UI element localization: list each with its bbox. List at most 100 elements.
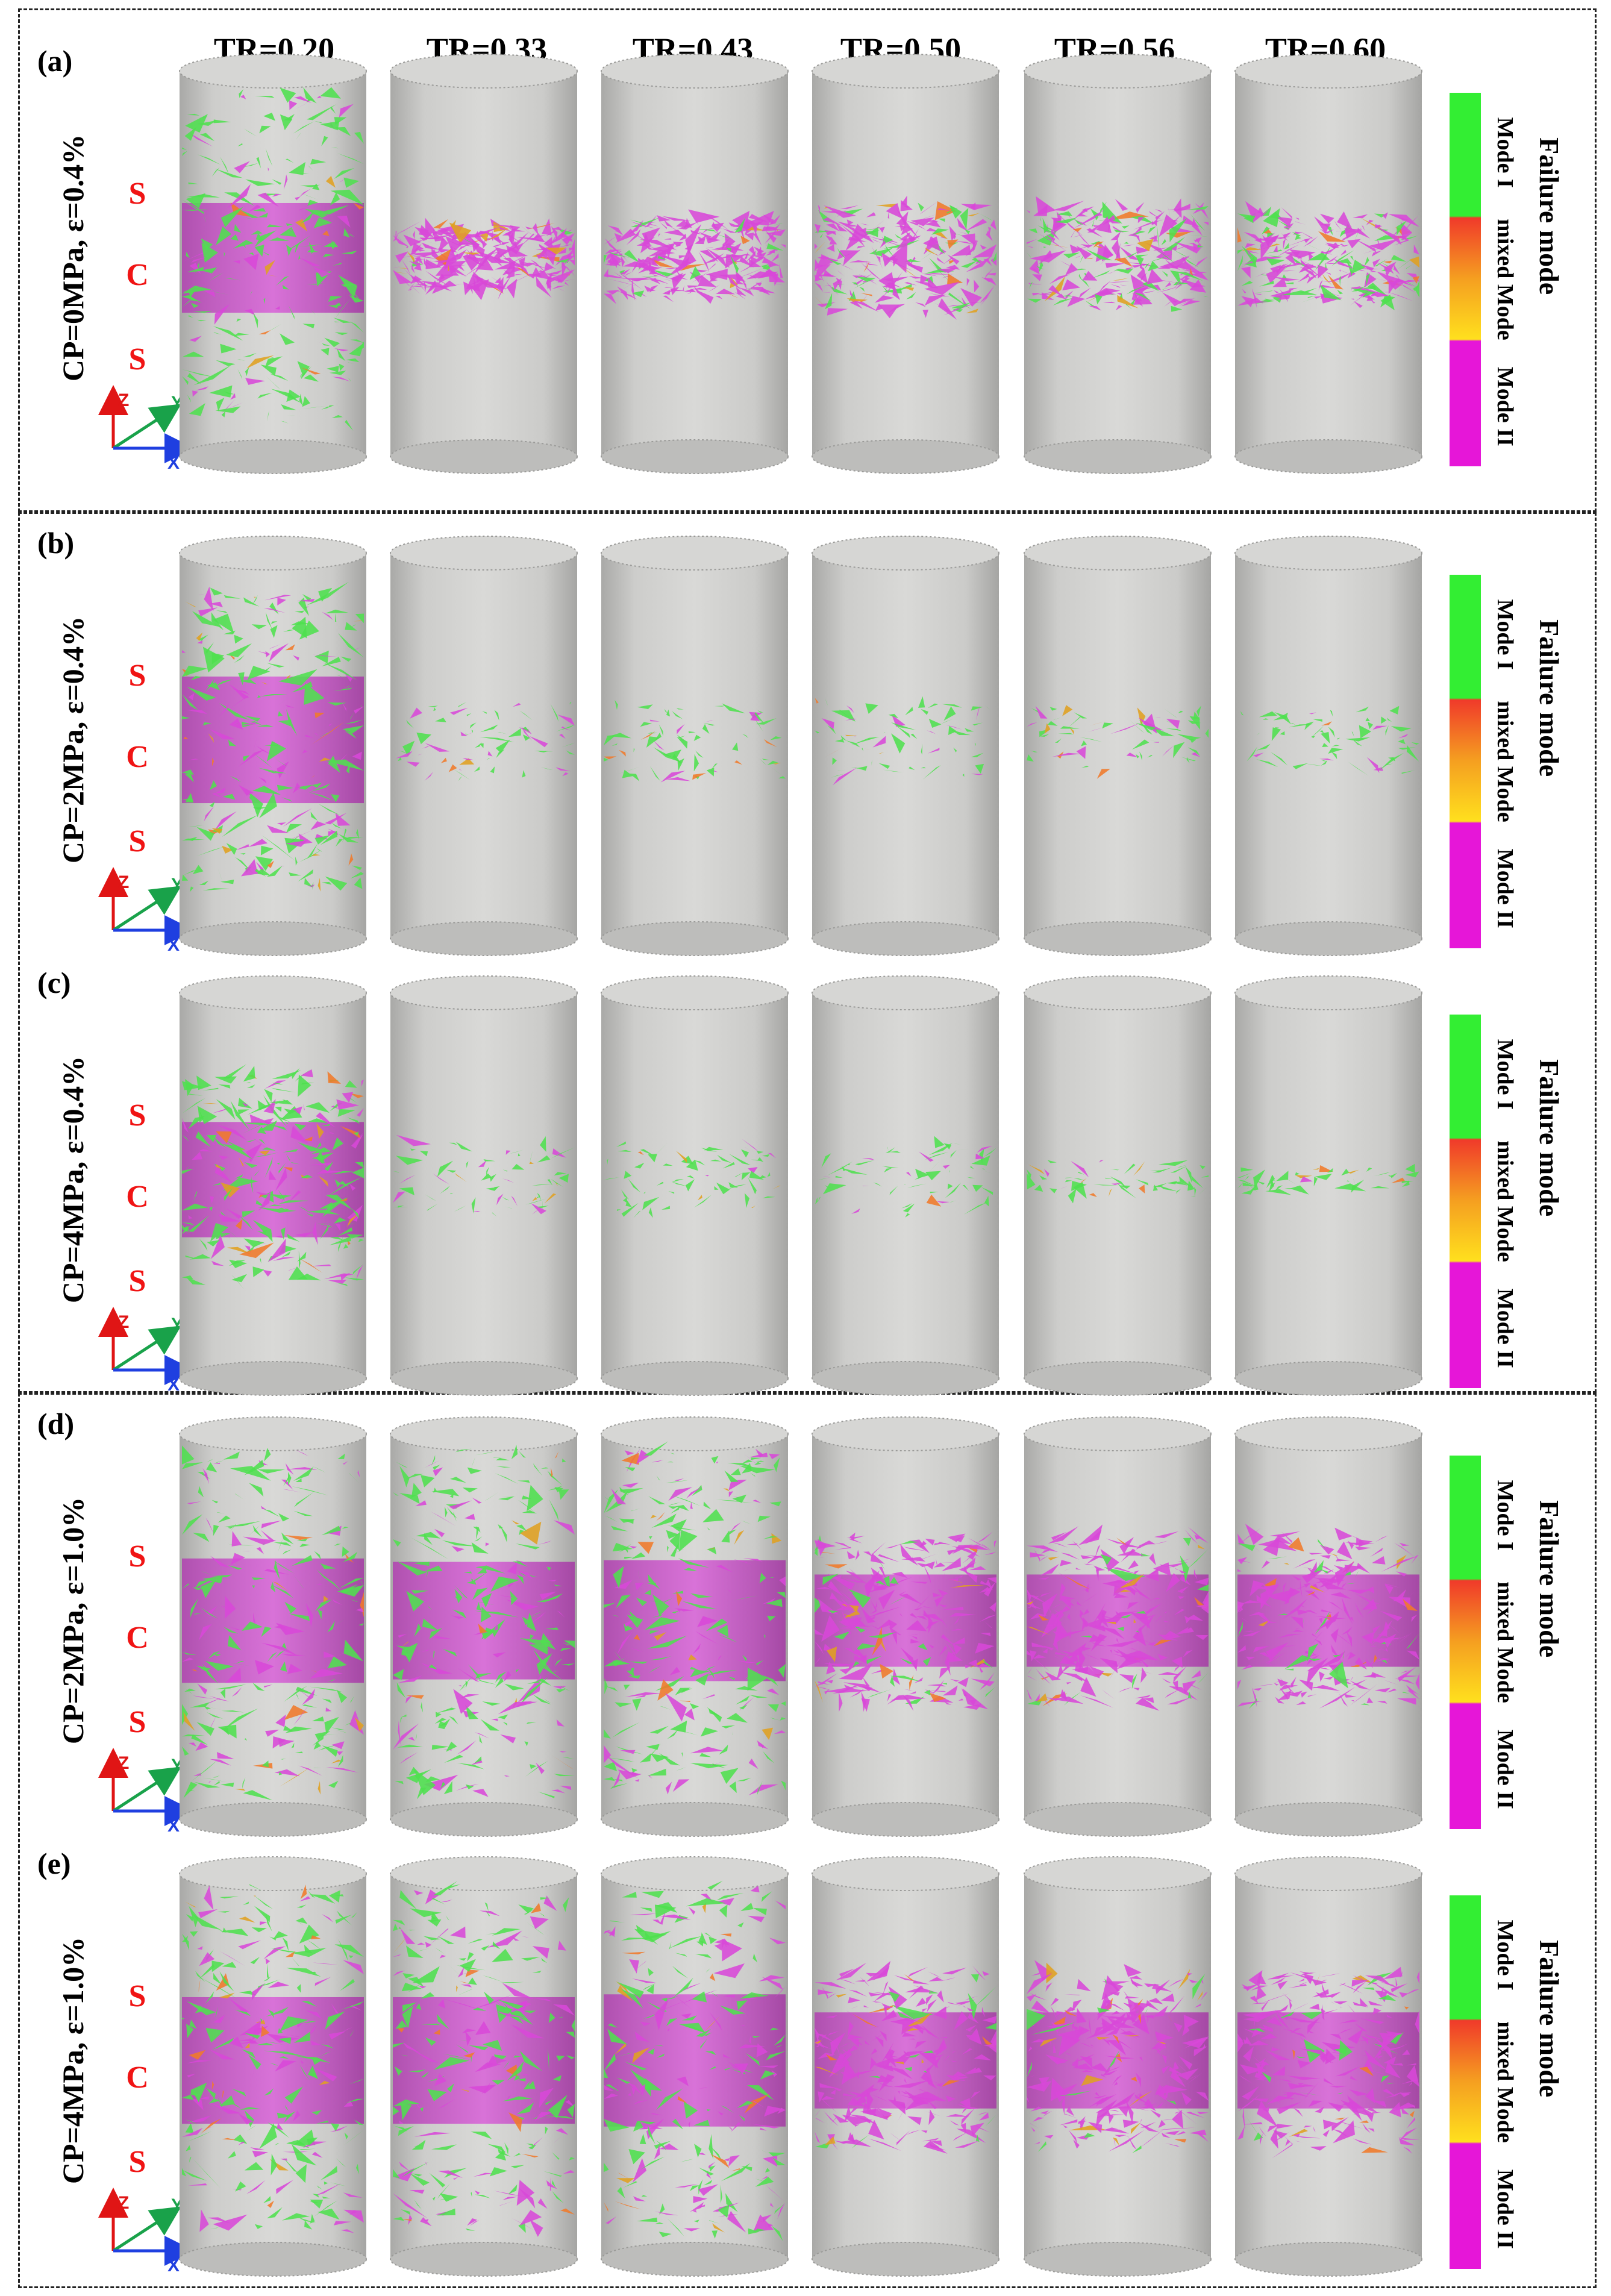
facet — [631, 1667, 634, 1672]
facet — [1159, 1160, 1188, 1166]
facet — [212, 1574, 233, 1578]
facet — [466, 1580, 477, 1585]
facet — [508, 2184, 518, 2195]
facet — [320, 87, 341, 99]
facet — [1264, 1661, 1276, 1666]
facet — [401, 2104, 412, 2121]
facet — [1090, 1633, 1107, 1652]
facet — [1060, 1672, 1089, 1683]
facet — [350, 321, 364, 333]
facet — [296, 1538, 308, 1542]
facet — [182, 650, 186, 653]
facet — [399, 1890, 417, 1910]
facet — [278, 711, 283, 717]
facet — [1065, 263, 1078, 276]
facet — [1315, 1610, 1331, 1635]
facet — [269, 1100, 293, 1105]
facet — [875, 1601, 877, 1608]
facet — [435, 249, 451, 266]
facet — [1355, 1571, 1359, 1578]
facet — [458, 264, 465, 272]
facet — [1135, 722, 1157, 731]
facet — [762, 257, 780, 266]
facet — [393, 1539, 401, 1547]
facet — [710, 1159, 722, 1162]
zone-label-1: S — [129, 1979, 146, 2013]
facet — [939, 1542, 953, 1566]
facet — [457, 1668, 480, 1682]
facet — [315, 1222, 331, 1225]
facet — [280, 1227, 286, 1240]
facet — [1027, 246, 1033, 248]
facet — [872, 219, 885, 230]
facet — [910, 217, 934, 227]
facet — [1237, 1621, 1243, 1638]
facet — [1154, 278, 1182, 284]
facet — [927, 1684, 946, 1687]
facet — [714, 705, 727, 707]
facet — [1162, 287, 1169, 290]
facet — [924, 1565, 931, 1584]
facet — [188, 1215, 210, 1232]
facet — [1029, 1603, 1044, 1610]
facet — [231, 1274, 247, 1283]
facet — [467, 1467, 482, 1474]
facet — [248, 2054, 261, 2070]
facet — [1281, 207, 1293, 219]
facet — [205, 2028, 225, 2043]
facet — [1319, 1618, 1323, 1624]
specimen-cylinder — [1024, 54, 1212, 474]
facet — [552, 1148, 566, 1158]
facet — [1067, 715, 1083, 728]
facet — [314, 1551, 322, 1560]
facet — [326, 1177, 363, 1197]
facet — [357, 1108, 364, 1117]
facet — [622, 1482, 639, 1488]
facet — [694, 228, 716, 232]
facet — [262, 1230, 267, 1235]
facet — [615, 290, 637, 299]
facet — [739, 1697, 754, 1712]
facet — [224, 278, 241, 281]
facet — [986, 230, 993, 242]
facet — [844, 1648, 856, 1654]
facet — [530, 1150, 533, 1163]
facet — [314, 733, 319, 736]
facet — [424, 772, 434, 781]
facet — [1345, 1542, 1375, 1546]
facet — [490, 1576, 519, 1592]
facet — [631, 1768, 637, 1773]
facet — [936, 1559, 938, 1566]
facet — [537, 2198, 548, 2209]
facet — [1316, 1650, 1346, 1670]
facet — [966, 219, 987, 231]
facet — [1104, 1177, 1113, 1179]
facet — [1033, 1595, 1039, 1601]
facet — [891, 1572, 908, 1578]
facet — [1307, 1568, 1316, 1577]
facet — [941, 1618, 948, 1628]
facet — [1363, 286, 1376, 290]
facet — [1027, 1667, 1033, 1675]
facet — [479, 1910, 500, 1916]
facet — [337, 1584, 364, 1597]
facet — [282, 284, 289, 290]
facet — [833, 1542, 851, 1548]
cylinder-bottom-cap — [812, 439, 999, 474]
facet — [425, 259, 442, 269]
facet — [1072, 235, 1083, 237]
facet — [252, 595, 258, 606]
facet — [481, 239, 487, 249]
facet — [1198, 1672, 1209, 1684]
facet — [236, 844, 249, 851]
facet — [527, 1680, 540, 1684]
facet — [228, 1565, 242, 1570]
facet — [1350, 255, 1354, 261]
facet — [637, 1151, 644, 1156]
facet — [778, 1664, 786, 1678]
facet — [242, 1210, 255, 1218]
facet — [709, 278, 718, 283]
facet — [283, 1725, 293, 1731]
facet — [264, 357, 275, 359]
facet — [336, 1751, 343, 1756]
